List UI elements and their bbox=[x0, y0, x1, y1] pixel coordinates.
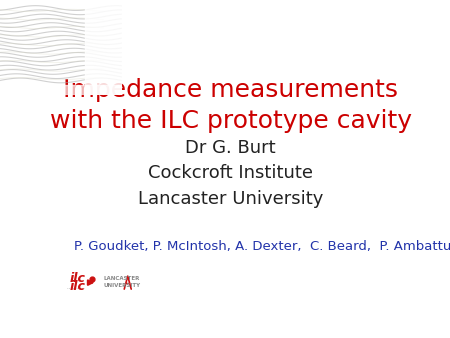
Text: UNIVERSITY: UNIVERSITY bbox=[104, 283, 140, 288]
Text: ilc: ilc bbox=[69, 272, 86, 285]
Bar bbox=[85, 0, 122, 95]
Bar bbox=[0, 85, 122, 95]
Text: Dr G. Burt
Cockcroft Institute
Lancaster University: Dr G. Burt Cockcroft Institute Lancaster… bbox=[138, 139, 323, 208]
Text: P. Goudket, P. McIntosh, A. Dexter,  C. Beard,  P. Ambattu: P. Goudket, P. McIntosh, A. Dexter, C. B… bbox=[74, 240, 450, 253]
Text: ilc: ilc bbox=[69, 280, 86, 293]
Text: LANCASTER: LANCASTER bbox=[104, 276, 140, 281]
Text: Impedance measurements
with the ILC prototype cavity: Impedance measurements with the ILC prot… bbox=[50, 78, 412, 133]
